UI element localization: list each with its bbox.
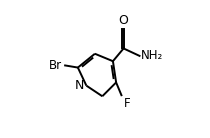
Text: NH₂: NH₂	[140, 49, 163, 62]
Text: F: F	[123, 97, 130, 110]
Text: O: O	[119, 14, 129, 27]
Text: Br: Br	[49, 59, 62, 72]
Text: N: N	[75, 79, 84, 92]
